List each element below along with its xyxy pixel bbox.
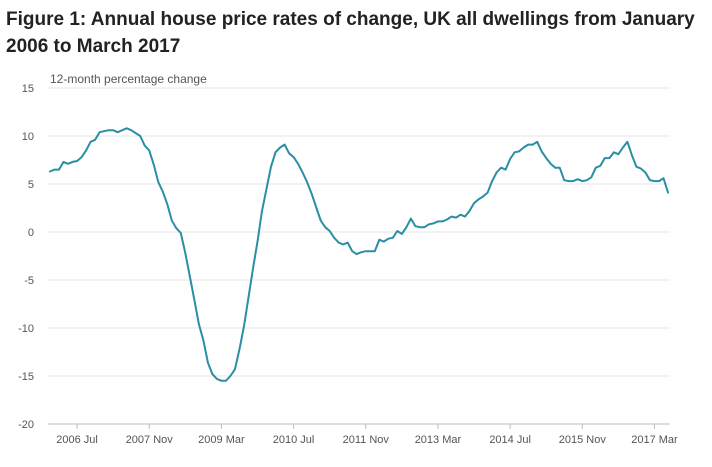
x-tick-label: 2014 Jul	[489, 434, 531, 446]
x-tick-label: 2009 Mar	[198, 434, 245, 446]
x-tick-label: 2011 Nov	[343, 434, 390, 446]
y-tick-label: -20	[18, 419, 34, 431]
y-tick-label: -15	[18, 371, 34, 383]
x-tick-label: 2013 Mar	[415, 434, 462, 446]
y-axis-label: 12-month percentage change	[50, 72, 207, 86]
y-tick-label: 10	[22, 131, 34, 143]
y-tick-label: -5	[24, 275, 34, 287]
y-tick-label: 5	[28, 179, 34, 191]
y-tick-label: 15	[22, 83, 34, 95]
series-line	[49, 127, 669, 382]
chart-title: Figure 1: Annual house price rates of ch…	[6, 9, 695, 57]
y-tick-label: -10	[18, 323, 34, 335]
x-tick-label: 2017 Mar	[631, 434, 678, 446]
x-tick-label: 2007 Nov	[126, 434, 174, 446]
x-tick-label: 2015 Nov	[559, 434, 607, 446]
x-tick-label: 2006 Jul	[56, 434, 98, 446]
x-tick-label: 2010 Jul	[273, 434, 315, 446]
y-tick-label: 0	[28, 227, 34, 239]
